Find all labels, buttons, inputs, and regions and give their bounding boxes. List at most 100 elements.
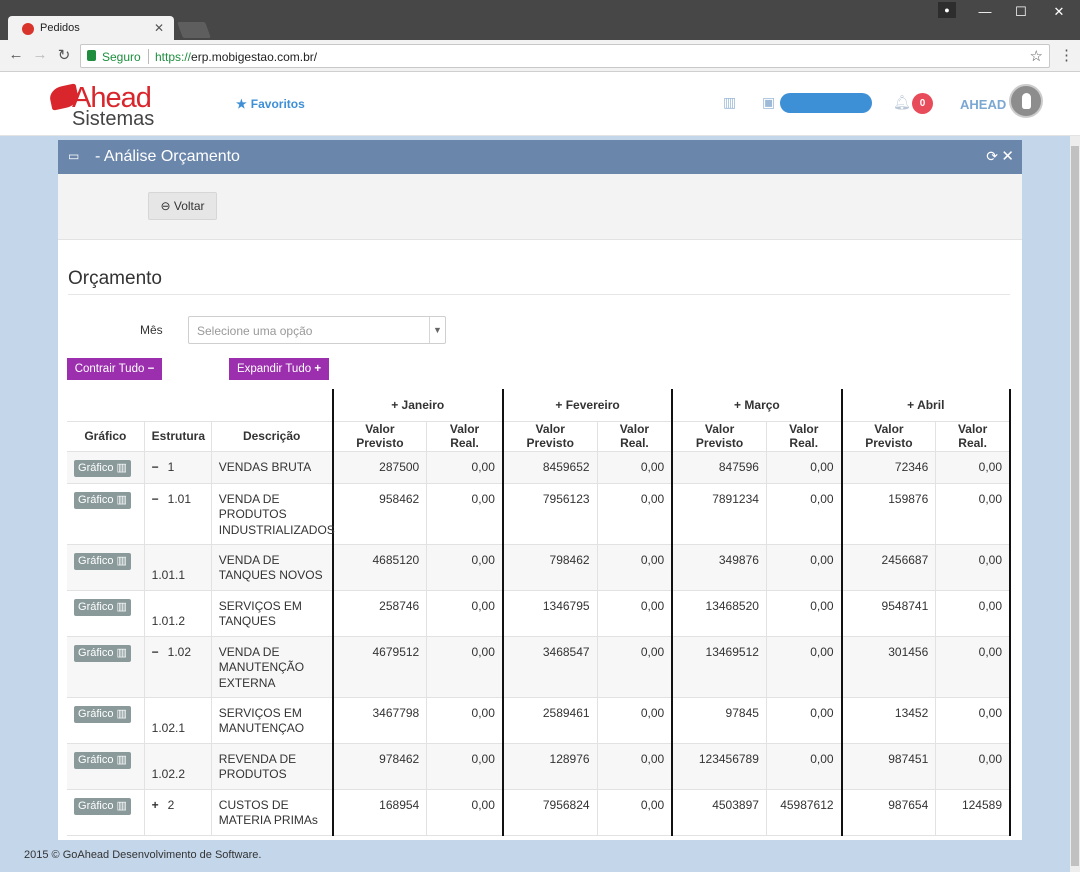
collapse-row-icon[interactable]: − [151,491,159,506]
col-header-descricao: Descrição [211,421,334,452]
profile-icon[interactable]: ● [938,2,956,18]
notification-badge[interactable]: 0 [912,93,933,114]
tab-favicon-icon [22,23,34,35]
grafico-cell: Gráfico ▥ [67,697,145,744]
valor-previsto-cell: 978462 [331,743,428,790]
new-tab-button[interactable] [177,22,211,38]
valor-previsto-cell: 958462 [331,483,428,545]
grafico-button[interactable]: Gráfico ▥ [74,459,131,477]
month-header[interactable]: + Março [671,389,843,422]
book-icon[interactable]: ▥ [723,94,737,110]
grafico-cell: Gráfico ▥ [67,789,145,836]
valor-previsto-cell: 2589461 [501,697,598,744]
footer-text: 2015 © GoAhead Desenvolvimento de Softwa… [24,849,262,861]
valor-previsto-cell: 4685120 [331,544,428,591]
grafico-button[interactable]: Gráfico ▥ [74,797,131,815]
estrutura-cell: 1.01.2 [144,590,212,637]
favoritos-link[interactable]: ★ Favoritos [236,97,305,111]
valor-previsto-cell: 258746 [331,590,428,637]
valor-previsto-cell: 13468520 [671,590,767,637]
grafico-button[interactable]: Gráfico ▥ [74,491,131,509]
refresh-icon[interactable]: ⟳ [986,148,998,164]
secure-label: Seguro [102,50,141,64]
valor-previsto-cell: 987654 [840,789,937,836]
col-header-real: Valor Real. [766,421,843,452]
username[interactable]: AHEAD [960,97,1007,112]
bar-chart-icon: ▥ [113,493,127,506]
maximize-icon[interactable]: ☐ [1015,4,1027,19]
back-icon[interactable]: ← [8,46,24,63]
valor-real-cell: 0,00 [426,636,504,698]
mes-select[interactable]: Selecione uma opção ▼ [188,316,446,344]
expandir-tudo-button[interactable]: Expandir Tudo + [229,358,329,380]
forward-icon[interactable]: → [32,46,48,63]
bar-chart-icon: ▥ [113,554,127,567]
month-header[interactable]: + Janeiro [331,389,504,422]
tab-close-icon[interactable]: ✕ [153,21,164,35]
valor-real-cell: 0,00 [935,697,1012,744]
browser-titlebar: Pedidos ✕ ● — ☐ ✕ [0,0,1080,42]
estrutura-cell: 1.02.2 [144,743,212,790]
grafico-button[interactable]: Gráfico ▥ [74,598,131,616]
col-header-previsto: Valor Previsto [840,421,937,452]
expand-row-icon[interactable]: + [151,797,159,812]
table-row: Gráfico ▥ −1.02 VENDA DE MANUTENÇÃO EXTERN… [67,636,1012,698]
company-selector[interactable] [780,93,872,113]
scrollbar-thumb[interactable] [1071,146,1079,866]
minimize-icon[interactable]: — [978,4,992,19]
estrutura-cell: +2 [144,789,212,836]
valor-real-cell: 0,00 [766,743,843,790]
contrair-tudo-button[interactable]: Contrair Tudo − [67,358,162,380]
valor-real-cell: 0,00 [426,789,504,836]
star-icon: ★ [236,97,247,111]
estrutura-code: 1.01.2 [151,614,186,628]
chevron-down-icon: ▼ [429,317,445,343]
estrutura-code: 1.01 [167,491,192,506]
grafico-button[interactable]: Gráfico ▥ [74,705,131,723]
valor-previsto-cell: 4679512 [331,636,428,698]
valor-real-cell: 0,00 [597,789,673,836]
grafico-button[interactable]: Gráfico ▥ [74,552,131,570]
valor-previsto-cell: 987451 [840,743,937,790]
valor-real-cell: 0,00 [766,544,843,591]
month-header[interactable]: + Abril [840,389,1012,422]
close-window-icon[interactable]: ✕ [1053,4,1065,19]
estrutura-cell: −1.02 [144,636,212,698]
descricao-cell: REVENDA DE PRODUTOS [211,743,334,790]
logo-sub: Sistemas [72,108,155,130]
estrutura-cell: 1.01.1 [144,544,212,591]
grafico-button[interactable]: Gráfico ▥ [74,751,131,769]
bell-icon[interactable]: 🔔︎ [893,94,911,110]
estrutura-code: 1.02 [167,644,192,659]
voltar-button[interactable]: ⊖ Voltar [148,192,217,220]
col-header-estrutura: Estrutura [144,421,212,452]
analise-panel: ▭ - Análise Orçamento ⟳ ✕ ⊖ Voltar Orçam… [58,140,1022,840]
url-input[interactable]: Seguro https://erp.mobigestao.com.br/ ☆ [80,44,1050,68]
browser-tab[interactable]: Pedidos ✕ [8,16,174,42]
valor-previsto-cell: 1346795 [501,590,598,637]
estrutura-cell: −1 [144,451,212,484]
valor-previsto-cell: 7956123 [501,483,598,545]
estrutura-code: 2 [167,797,175,812]
blank-header [67,389,334,422]
valor-previsto-cell: 3468547 [501,636,598,698]
table-row: Gráfico ▥ 1.02.2 REVENDA DE PRODUTOS 978462… [67,743,1012,790]
grafico-button[interactable]: Gráfico ▥ [74,644,131,662]
collapse-row-icon[interactable]: − [151,644,159,659]
month-header[interactable]: + Fevereiro [501,389,673,422]
avatar[interactable] [1009,84,1043,118]
valor-previsto-cell: 7956824 [501,789,598,836]
estrutura-cell: 1.02.1 [144,697,212,744]
valor-real-cell: 0,00 [935,636,1012,698]
browser-menu-icon[interactable]: ⋮ [1059,47,1074,64]
briefcase-icon[interactable]: ▣ [762,94,776,110]
plus-icon: + [314,363,322,375]
valor-real-cell: 0,00 [935,544,1012,591]
panel-title: - Análise Orçamento [95,148,240,165]
bar-chart-icon: ▥ [113,461,127,474]
reload-icon[interactable]: ↻ [57,47,71,64]
close-icon[interactable]: ✕ [1001,148,1014,165]
valor-previsto-cell: 97845 [671,697,767,744]
bookmark-star-icon[interactable]: ☆ [1029,48,1043,65]
collapse-row-icon[interactable]: − [151,459,159,474]
